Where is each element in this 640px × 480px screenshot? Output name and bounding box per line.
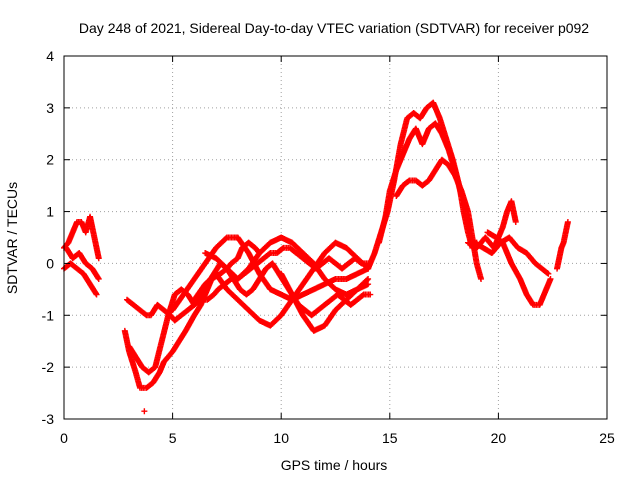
data-point [364, 276, 371, 283]
y-tick-label: 4 [46, 48, 54, 64]
series-pass-9 [191, 239, 372, 329]
data-point [545, 270, 552, 277]
series-pass-1 [61, 213, 102, 262]
data-point [365, 275, 372, 282]
data-point [544, 270, 551, 277]
data-point [547, 275, 554, 282]
series-pass-8 [169, 234, 372, 314]
series-pass-11 [278, 270, 372, 334]
y-tick-label: 3 [46, 100, 54, 116]
data-point [478, 275, 485, 282]
series-pass-7 [141, 408, 148, 415]
x-tick-label: 25 [599, 430, 615, 446]
y-tick-label: -3 [42, 411, 55, 427]
series-pass-14 [393, 156, 485, 282]
x-tick-label: 10 [273, 430, 289, 446]
y-tick-label: 2 [46, 152, 54, 168]
data-point [141, 408, 148, 415]
x-axis-label: GPS time / hours [281, 457, 388, 473]
series-pass-10 [202, 234, 372, 298]
y-tick-label: -1 [42, 307, 55, 323]
data-points [61, 99, 571, 415]
series-pass-18 [554, 218, 571, 272]
x-tick-label: 20 [491, 430, 507, 446]
data-point [95, 255, 102, 262]
plot-frame [63, 55, 608, 420]
series-pass-2 [61, 260, 100, 298]
data-point [95, 275, 102, 282]
data-point [564, 218, 571, 225]
y-tick-label: 1 [46, 204, 54, 220]
grid-lines [64, 56, 607, 419]
series-pass-3 [63, 244, 102, 282]
data-point [512, 218, 519, 225]
y-axis-label: SDTVAR / TECUs [4, 182, 20, 294]
y-tick-label: -2 [42, 359, 55, 375]
series-pass-17 [484, 229, 554, 308]
series-pass-16 [471, 234, 552, 277]
chart-title: Day 248 of 2021, Sidereal Day-to-day VTE… [79, 20, 589, 36]
data-point [367, 291, 374, 298]
y-tick-label: 0 [46, 255, 54, 271]
x-tick-label: 15 [382, 430, 398, 446]
x-tick-label: 0 [60, 430, 68, 446]
x-tick-label: 5 [169, 430, 177, 446]
data-point [93, 291, 100, 298]
axis-ticks: 0 5 10 15 20 25 -3 -2 -1 0 1 2 3 4 [42, 48, 615, 446]
